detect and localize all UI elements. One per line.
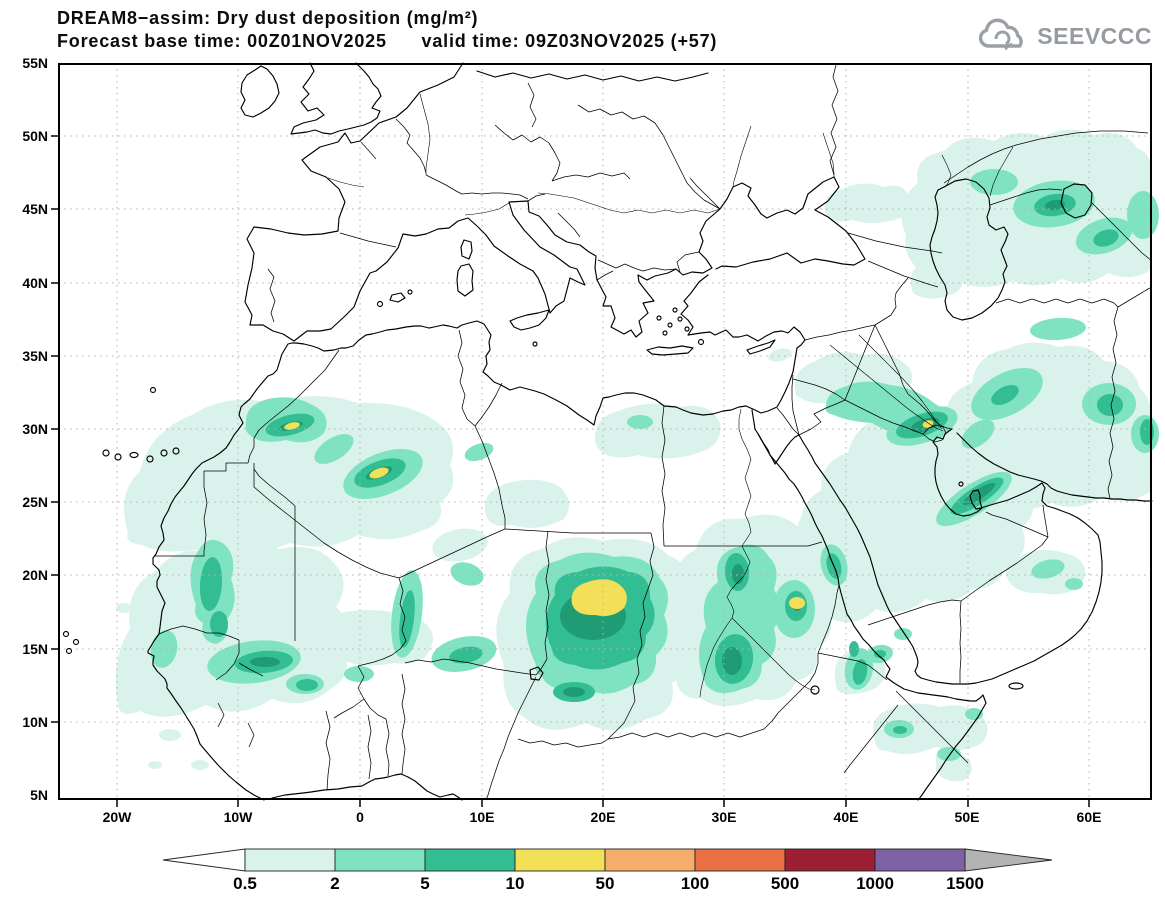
lat-label-30n: 30N [22,421,48,437]
cb-label-2: 2 [330,874,340,893]
lake-tana [810,685,820,695]
river-ural [989,146,1014,197]
cb-label-0.5: 0.5 [233,874,257,893]
coast-baltic [476,70,709,82]
seevccc-logo-text: SEEVCCC [1037,22,1152,49]
coast-redsea-somalia [754,428,987,801]
colorbar-svg [162,848,1053,872]
lat-label-45n: 45N [22,201,48,217]
forecast-times-subtitle: Forecast base time: 00Z01NOV2025 valid t… [57,31,718,51]
lat-label-20n: 20N [22,567,48,583]
island-cyprus [746,339,776,355]
map-frame [58,63,1152,800]
river-po [464,202,510,216]
river-danube [537,192,721,214]
coast-arabia [798,428,1103,685]
axis-ticks [51,135,1090,807]
colorbar-seg-50-100 [604,848,696,872]
lat-label-25n: 25N [22,494,48,510]
colorbar-arrow-above-max [964,848,1053,872]
coast-gulf-of-guinea [271,773,463,801]
lon-label-20e: 20E [590,809,616,825]
lon-label-0: 0 [356,809,364,825]
colorbar [150,845,1065,880]
coast-europe [244,62,866,342]
lon-label-10w: 10W [223,809,253,825]
river-nile [699,408,752,698]
coast-turkey-africa [147,274,806,801]
colorbar-arrow-below-min [162,848,246,872]
lat-label-40n: 40N [22,275,48,291]
rivers [327,93,1014,698]
cb-label-500: 500 [770,874,800,893]
coast-iran-makran [956,432,1153,502]
island-bahrain [958,481,964,487]
dust-shading-level4 [284,420,934,617]
cb-label-1500: 1500 [946,874,984,893]
lat-label-10n: 10N [22,714,48,730]
river-blue-nile [731,617,816,691]
cb-label-50: 50 [595,874,615,893]
river-rhine [419,93,431,175]
cb-label-1000: 1000 [856,874,894,893]
page-title: DREAM8−assim: Dry dust deposition (mg/m²… [57,8,479,28]
lat-label-55n: 55N [22,55,48,71]
lat-label-5n: 5N [30,787,48,803]
island-ibiza [376,300,384,308]
colorbar-seg-2-5 [334,848,426,872]
aral-sea [1060,183,1093,219]
islands-canary-1 [102,449,110,457]
lat-label-35n: 35N [22,348,48,364]
island-malta [532,341,538,347]
island-corsica [460,239,473,260]
dust-map-svg [51,62,1159,807]
island-crete [646,345,694,356]
map-area [51,62,1159,807]
river-loire [327,177,365,188]
lat-label-50n: 50N [22,128,48,144]
lake-chad [529,666,544,681]
cb-label-100: 100 [680,874,710,893]
river-don [822,132,835,177]
islands-capeverde-1 [62,630,70,638]
lon-label-40e: 40E [833,809,859,825]
river-seine [360,141,377,160]
island-sardinia [456,263,474,297]
suez-canal [751,409,756,430]
island-mallorca [389,292,406,303]
lat-label-15n: 15N [22,641,48,657]
river-volga [941,154,952,188]
colorbar-seg-100-500 [694,848,786,872]
seevccc-cloud-icon [979,18,1024,51]
river-tigris [858,334,943,430]
seevccc-logo: SEEVCCC [976,18,1152,54]
lon-label-50e: 50E [954,809,980,825]
coast-ireland [240,65,280,118]
coast-sinai [757,433,800,465]
lon-label-20w: 20W [102,809,132,825]
lon-label-30e: 30E [711,809,737,825]
coast-britain [290,62,382,135]
cb-label-10: 10 [505,874,525,893]
colorbar-seg-0.5-2 [244,848,336,872]
island-madeira [149,386,157,394]
caspian-sea [929,178,1009,321]
colorbar-seg-10-50 [514,848,606,872]
cb-label-5: 5 [420,874,430,893]
island-rhodes [697,338,705,346]
island-socotra [1008,682,1024,690]
colorbar-seg-500-1000 [784,848,876,872]
colorbar-seg-1000-1500 [874,848,966,872]
island-menorca [407,289,413,295]
river-euphrates [829,344,944,432]
lon-label-10e: 10E [469,809,495,825]
colorbar-seg-5-10 [424,848,516,872]
lon-label-60e: 60E [1076,809,1102,825]
river-dnieper [732,125,752,188]
country-borders [155,64,1153,801]
graticule [58,63,1152,800]
island-sicily [509,309,550,331]
